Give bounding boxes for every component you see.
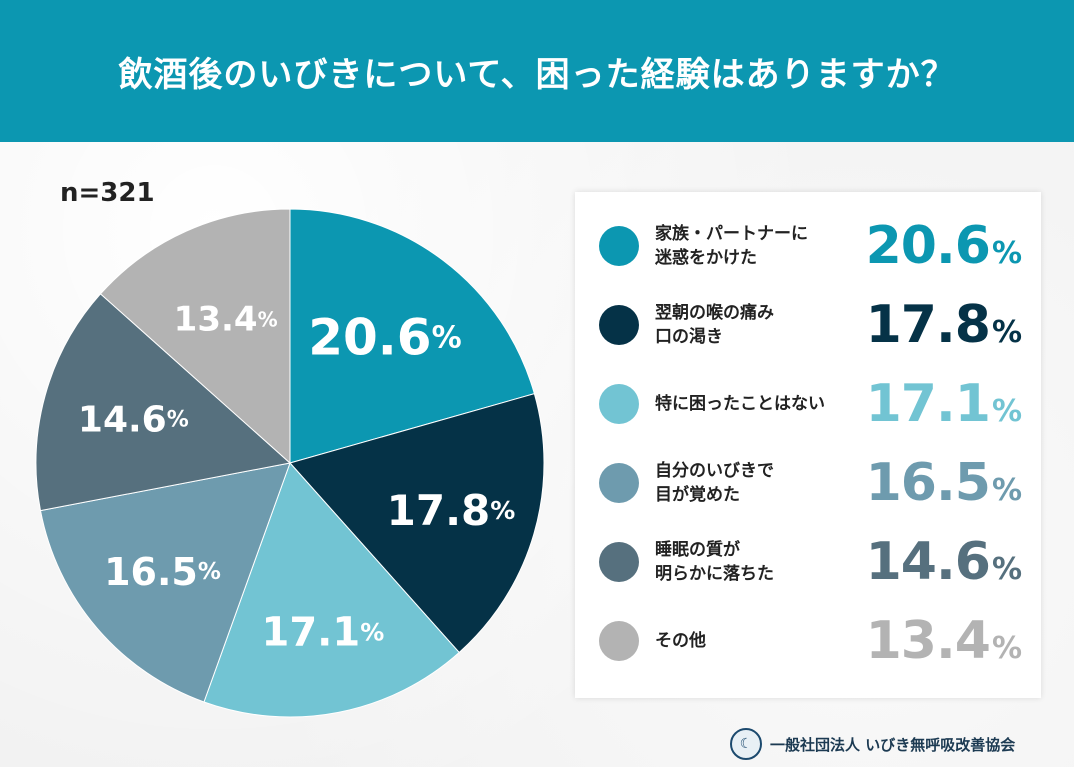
- pie-label-3: 17.1%: [262, 610, 385, 656]
- sleeping-face-icon: ☾: [730, 728, 762, 760]
- legend-label: 翌朝の喉の痛み 口の渇き: [655, 302, 774, 347]
- footer: ☾ 一般社団法人 いびき無呼吸改善協会: [730, 728, 1015, 760]
- pie-label-1: 20.6%: [308, 308, 461, 366]
- legend-swatch: [599, 541, 639, 582]
- pie-slice-1: [289, 208, 535, 464]
- legend-value: 20.6%: [865, 215, 1022, 276]
- legend-label: その他: [655, 630, 706, 651]
- sample-size: n=321: [60, 178, 155, 208]
- legend-swatch: [599, 225, 639, 266]
- pie-label-6: 13.4%: [174, 299, 278, 339]
- pie-slice-5: [35, 293, 292, 512]
- legend-label: 自分のいびきで 目が覚めた: [655, 460, 774, 505]
- header-bar: 飲酒後のいびきについて、困った経験はありますか？: [0, 0, 1074, 142]
- legend-panel: 家族・パートナーに 迷惑をかけた 20.6% 翌朝の喉の痛み 口の渇き 17.8% 特に…: [575, 192, 1041, 698]
- legend-value: 14.6%: [865, 531, 1022, 592]
- pie-label-2: 17.8%: [387, 485, 516, 534]
- legend-value: 16.5%: [865, 452, 1022, 513]
- legend-item: 睡眠の質が 明らかに落ちた 14.6%: [599, 522, 1022, 601]
- legend-item: その他 13.4%: [599, 601, 1022, 680]
- legend-swatch: [599, 383, 639, 424]
- pie-slice-3: [203, 462, 460, 718]
- legend-swatch: [599, 462, 639, 503]
- pie-slice-6: [99, 208, 291, 465]
- legend-swatch: [599, 620, 639, 661]
- legend-item: 自分のいびきで 目が覚めた 16.5%: [599, 443, 1022, 522]
- pie-label-4: 16.5%: [104, 550, 221, 594]
- org-name: 一般社団法人 いびき無呼吸改善協会: [770, 735, 1016, 754]
- legend-label: 睡眠の質が 明らかに落ちた: [655, 539, 774, 584]
- legend-swatch: [599, 304, 639, 345]
- legend-item: 家族・パートナーに 迷惑をかけた 20.6%: [599, 206, 1022, 285]
- pie-slice-2: [289, 393, 545, 654]
- pie-slice-4: [39, 462, 291, 703]
- legend-item: 特に困ったことはない 17.1%: [599, 364, 1022, 443]
- legend-value: 17.8%: [865, 294, 1022, 355]
- legend-value: 13.4%: [865, 610, 1022, 671]
- legend-value: 17.1%: [865, 373, 1022, 434]
- page-title: 飲酒後のいびきについて、困った経験はありますか？: [118, 54, 956, 95]
- legend-item: 翌朝の喉の痛み 口の渇き 17.8%: [599, 285, 1022, 364]
- legend-label: 特に困ったことはない: [655, 393, 825, 414]
- legend-label: 家族・パートナーに 迷惑をかけた: [655, 223, 808, 268]
- pie-label-5: 14.6%: [78, 399, 189, 440]
